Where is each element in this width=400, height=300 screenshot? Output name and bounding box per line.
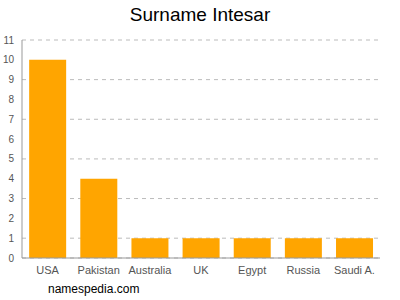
html-text:Surname Intesar: Surname Intesar: [129, 4, 271, 25]
svg-text:2: 2: [8, 213, 14, 224]
svg-text:4: 4: [8, 173, 14, 184]
svg-text:Egypt: Egypt: [238, 264, 266, 276]
svg-text:Saudi A.: Saudi A.: [334, 264, 375, 276]
svg-text:6: 6: [8, 134, 14, 145]
svg-text:5: 5: [8, 153, 14, 164]
svg-text:Australia: Australia: [128, 264, 172, 276]
svg-text:3: 3: [8, 193, 14, 204]
svg-text:11: 11: [8, 35, 14, 46]
svg-text:UK: UK: [193, 264, 209, 276]
html-text:namespedia.com: namespedia.com: [48, 282, 140, 296]
svg-text:7: 7: [8, 114, 14, 125]
svg-text:8: 8: [8, 94, 14, 105]
svg-text:1: 1: [8, 233, 14, 244]
svg-text:10: 10: [8, 54, 14, 65]
svg-text:Pakistan: Pakistan: [78, 264, 120, 276]
svg-text:USA: USA: [36, 264, 59, 276]
svg-text:9: 9: [8, 74, 14, 85]
svg-text:Russia: Russia: [286, 264, 321, 276]
svg-text:0: 0: [8, 253, 14, 264]
